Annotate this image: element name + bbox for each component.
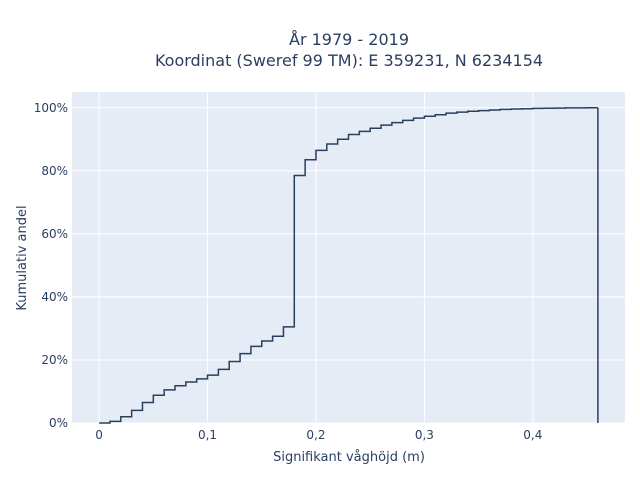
y-tick-label: 20% — [41, 353, 68, 367]
cdf-step-line — [99, 107, 599, 424]
y-tick-label: 40% — [41, 290, 68, 304]
y-tick-label: 80% — [41, 164, 68, 178]
y-tick-label: 0% — [49, 416, 68, 430]
series-layer — [99, 107, 599, 424]
chart-title-line1: År 1979 - 2019 — [289, 30, 409, 49]
y-axis-label: Kumulativ andel — [15, 205, 30, 310]
y-tick-label: 100% — [34, 101, 68, 115]
plot-area — [72, 92, 625, 423]
chart-title-line2: Koordinat (Sweref 99 TM): E 359231, N 62… — [155, 51, 543, 70]
y-tick-labels: 0% 20% 40% 60% 80% 100% — [34, 101, 68, 430]
x-tick-label: 0,4 — [523, 428, 542, 442]
grid-lines — [72, 92, 625, 424]
x-tick-label: 0,1 — [198, 428, 217, 442]
x-tick-label: 0,3 — [415, 428, 434, 442]
x-tick-label: 0 — [95, 428, 103, 442]
x-axis-label: Signifikant våghöjd (m) — [273, 450, 425, 465]
y-tick-label: 60% — [41, 227, 68, 241]
x-tick-label: 0,2 — [306, 428, 325, 442]
x-tick-labels: 0 0,1 0,2 0,3 0,4 — [95, 428, 542, 442]
